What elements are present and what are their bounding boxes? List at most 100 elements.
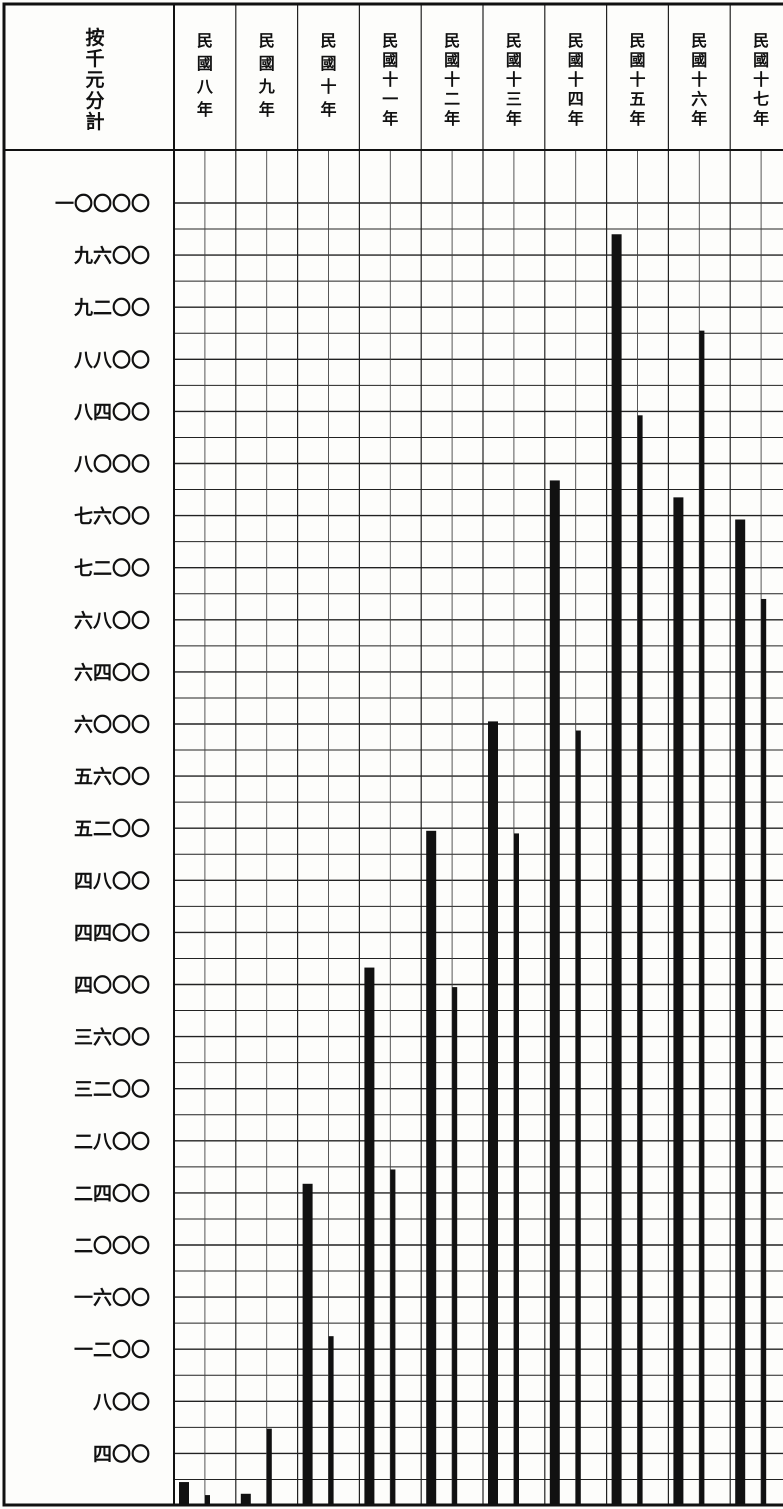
- svg-text:民: 民: [629, 31, 645, 50]
- svg-text:十: 十: [691, 70, 707, 89]
- svg-text:三: 三: [506, 90, 522, 109]
- bar-series-1: [673, 497, 684, 1505]
- y-tick-label: 九六〇〇: [73, 244, 150, 267]
- y-tick-label: 八四〇〇: [74, 401, 150, 423]
- svg-text:年: 年: [382, 109, 398, 128]
- svg-text:民: 民: [444, 31, 460, 50]
- svg-text:年: 年: [753, 109, 769, 128]
- svg-text:民: 民: [320, 31, 336, 50]
- y-tick-label: 六八〇〇: [74, 609, 150, 632]
- y-tick-label: 二四〇〇: [74, 1183, 150, 1205]
- y-tick-label: 八〇〇: [93, 1391, 150, 1413]
- y-tick-label: 五六〇〇: [74, 765, 150, 788]
- svg-text:國: 國: [691, 51, 707, 70]
- bar-series-2: [390, 1169, 396, 1505]
- svg-text:國: 國: [506, 51, 522, 70]
- bar-series-2: [452, 987, 458, 1505]
- y-tick-label: 七二〇〇: [74, 558, 150, 580]
- svg-text:國: 國: [259, 54, 275, 73]
- y-tick-label: 一〇〇〇〇: [55, 193, 150, 215]
- bar-series-1: [488, 721, 498, 1505]
- svg-text:十: 十: [568, 70, 584, 89]
- svg-text:十: 十: [320, 77, 336, 96]
- svg-text:千: 千: [85, 48, 104, 70]
- svg-text:民: 民: [568, 31, 584, 50]
- svg-text:五: 五: [629, 90, 645, 109]
- bar-series-2: [328, 1336, 334, 1505]
- y-tick-label: 四〇〇: [93, 1443, 150, 1465]
- svg-text:國: 國: [753, 51, 769, 70]
- bar-series-1: [364, 967, 375, 1505]
- svg-text:國: 國: [320, 54, 336, 73]
- svg-text:分: 分: [85, 90, 104, 112]
- bar-series-1: [179, 1482, 189, 1505]
- y-tick-label: 二〇〇〇: [74, 1235, 150, 1257]
- y-tick-label: 九二〇〇: [73, 297, 150, 319]
- svg-text:年: 年: [691, 109, 707, 128]
- svg-text:國: 國: [568, 51, 584, 70]
- bar-series-1: [426, 830, 437, 1505]
- svg-text:四: 四: [568, 90, 584, 109]
- svg-text:元: 元: [85, 69, 104, 91]
- bar-series-1: [735, 519, 746, 1505]
- y-tick-label: 二八〇〇: [74, 1131, 150, 1153]
- svg-text:十: 十: [629, 70, 645, 89]
- svg-text:國: 國: [629, 51, 645, 70]
- grid: [173, 4, 783, 1507]
- bar-series-1: [302, 1183, 313, 1505]
- y-tick-label: 六〇〇〇: [74, 713, 150, 736]
- svg-text:八: 八: [196, 77, 214, 96]
- bar-series-2: [514, 833, 519, 1505]
- svg-text:年: 年: [259, 100, 275, 119]
- svg-text:十: 十: [444, 70, 460, 89]
- y-tick-label: 四四〇〇: [74, 922, 150, 944]
- y-tick-label: 八八〇〇: [74, 349, 150, 371]
- svg-text:九: 九: [258, 77, 275, 96]
- svg-text:國: 國: [197, 54, 213, 73]
- svg-text:年: 年: [506, 109, 522, 128]
- y-tick-label: 三二〇〇: [74, 1079, 150, 1101]
- y-tick-label: 四〇〇〇: [74, 975, 150, 997]
- y-tick-label: 一二〇〇: [74, 1339, 150, 1361]
- svg-text:民: 民: [197, 31, 213, 50]
- y-tick-label: 八〇〇〇: [74, 454, 150, 476]
- svg-text:年: 年: [629, 109, 645, 128]
- svg-text:民: 民: [506, 31, 522, 50]
- svg-text:民: 民: [382, 31, 398, 50]
- svg-text:民: 民: [259, 31, 275, 50]
- svg-text:民: 民: [753, 31, 769, 50]
- svg-text:六: 六: [691, 90, 707, 109]
- y-tick-label: 六四〇〇: [74, 661, 150, 684]
- svg-text:一: 一: [382, 90, 398, 109]
- svg-text:國: 國: [382, 51, 398, 70]
- svg-text:國: 國: [444, 51, 460, 70]
- bar-series-1: [549, 480, 560, 1505]
- svg-text:年: 年: [444, 109, 460, 128]
- bar-series-2: [699, 330, 705, 1505]
- svg-text:二: 二: [444, 90, 460, 109]
- svg-text:民: 民: [691, 31, 707, 50]
- y-tick-label: 三六〇〇: [74, 1026, 150, 1049]
- bar-series-2: [205, 1495, 210, 1505]
- y-tick-label: 一六〇〇: [74, 1286, 150, 1309]
- y-tick-label: 五二〇〇: [74, 818, 150, 840]
- svg-text:年: 年: [320, 100, 336, 119]
- svg-text:年: 年: [568, 109, 584, 128]
- svg-text:十: 十: [382, 70, 398, 89]
- bar-series-2: [637, 415, 643, 1505]
- svg-text:十: 十: [506, 70, 522, 89]
- bar-series-1: [240, 1493, 251, 1505]
- y-axis-ticks: 一〇〇〇〇九六〇〇九二〇〇八八〇〇八四〇〇八〇〇〇七六〇〇七二〇〇六八〇〇六四〇…: [55, 193, 150, 1465]
- svg-text:十: 十: [753, 70, 769, 89]
